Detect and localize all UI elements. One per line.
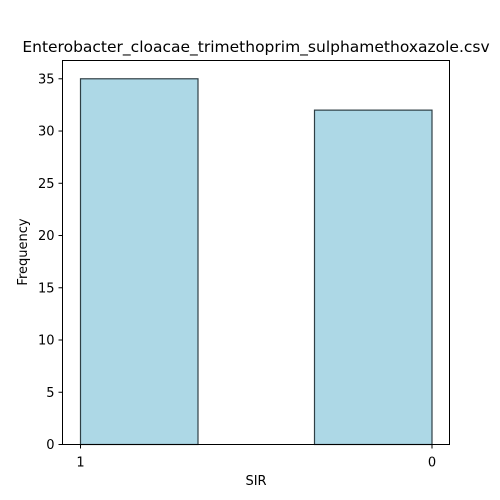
x-tick-label: 0: [428, 456, 436, 471]
y-axis-label: Frequency: [16, 218, 31, 285]
y-tick-label: 0: [46, 438, 54, 453]
bars-layer: [79, 78, 433, 446]
x-tick-label: 1: [76, 456, 84, 471]
y-tick-label: 15: [38, 281, 55, 296]
bar-0: [313, 109, 433, 446]
chart-title: Enterobacter_cloacae_trimethoprim_sulpha…: [22, 38, 489, 57]
y-tick-label: 30: [38, 125, 55, 140]
y-tick-label: 25: [38, 177, 55, 192]
x-axis-label: SIR: [245, 474, 266, 489]
y-tick-label: 5: [46, 386, 54, 401]
y-axis-ticks: 0 5 10 15 20 25 30 35: [38, 72, 63, 453]
bar-1: [79, 78, 199, 446]
y-tick-label: 10: [38, 334, 55, 349]
y-tick-label: 35: [38, 72, 55, 87]
plot-frame: [62, 60, 450, 445]
y-tick-label: 20: [38, 229, 55, 244]
